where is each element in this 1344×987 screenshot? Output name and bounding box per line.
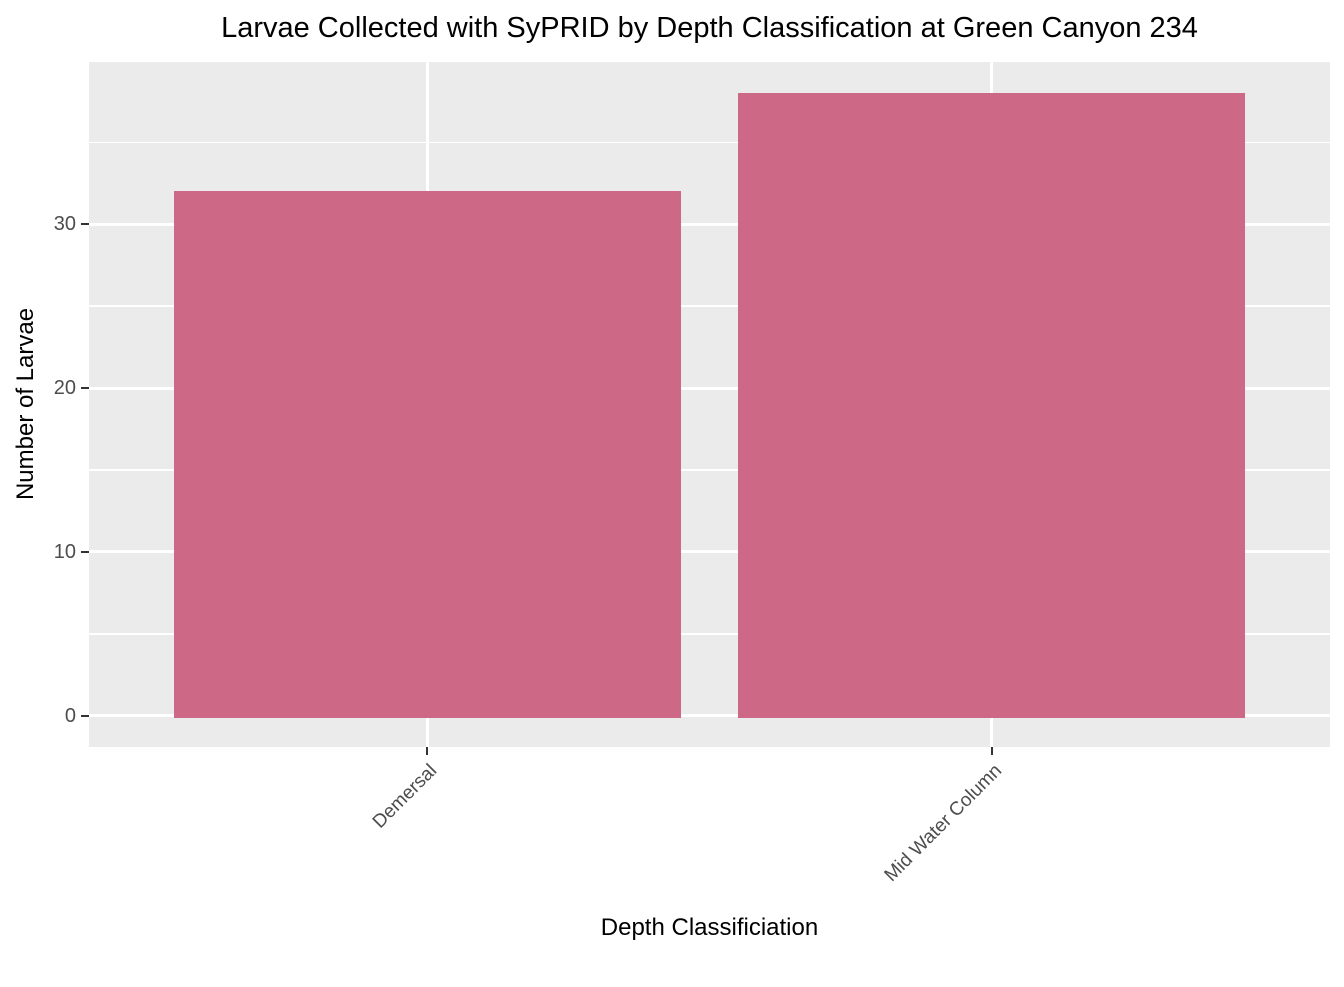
bar-demersal xyxy=(173,191,682,718)
y-tick-mark xyxy=(81,387,89,390)
gridline-minor xyxy=(89,469,1330,471)
x-tick-label: Demersal xyxy=(369,760,442,833)
y-tick-label: 20 xyxy=(53,377,76,400)
gridline-major-horizontal xyxy=(89,550,1330,554)
bar-mid-water-column xyxy=(737,93,1246,718)
gridline-major-horizontal xyxy=(89,386,1330,390)
y-tick-mark xyxy=(81,550,89,553)
bar-chart: Larvae Collected with SyPRID by Depth Cl… xyxy=(12,12,1330,941)
plot-panel xyxy=(89,62,1330,747)
gridline-minor xyxy=(89,141,1330,144)
x-tick-mark xyxy=(990,747,993,755)
y-tick-mark xyxy=(81,714,89,717)
gridline-minor xyxy=(89,305,1330,307)
gridline-major-horizontal xyxy=(89,714,1330,718)
x-tick-mark xyxy=(426,747,429,755)
y-tick-mark xyxy=(81,223,89,226)
y-tick-label: 10 xyxy=(53,540,76,563)
gridline-major-horizontal xyxy=(89,222,1330,226)
chart-title: Larvae Collected with SyPRID by Depth Cl… xyxy=(221,12,1198,44)
gridline-minor xyxy=(89,633,1330,635)
y-tick-label: 0 xyxy=(64,704,76,727)
y-tick-label: 30 xyxy=(53,213,76,236)
x-tick-label: Mid Water Column xyxy=(880,760,1006,886)
y-axis-title: Number of Larvae xyxy=(12,307,39,501)
x-axis-title: Depth Classificiation xyxy=(600,914,819,941)
